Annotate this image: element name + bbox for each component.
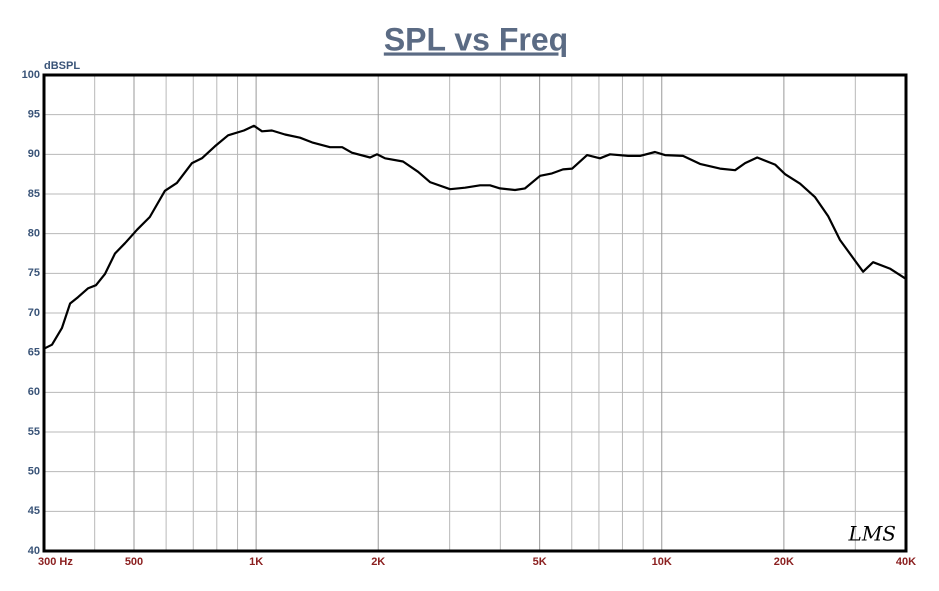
x-tick-label: 20K [774,556,794,568]
y-axis-label: dBSPL [44,60,80,72]
x-tick-label: 5K [533,556,547,568]
y-tick-label: 90 [28,148,40,160]
y-tick-label: 55 [28,426,40,438]
x-tick-label: 500 [125,556,143,568]
y-tick-label: 50 [28,466,40,478]
y-tick-label: 40 [28,545,40,557]
x-tick-label: 2K [371,556,385,568]
y-tick-label: 60 [28,386,40,398]
y-tick-label: 80 [28,228,40,240]
plot-frame [42,73,908,553]
y-tick-label: 95 [28,109,40,121]
x-tick-label: 10K [652,556,672,568]
y-tick-label: 100 [22,69,40,81]
logo: LMS [848,522,896,546]
x-tick-label: 1K [249,556,263,568]
y-tick-label: 75 [28,267,40,279]
chart-title: SPL vs Freq [384,21,568,57]
y-tick-label: 85 [28,188,40,200]
x-tick-label: 40K [896,556,916,568]
y-tick-label: 45 [28,505,40,517]
y-tick-label: 65 [28,347,40,359]
data-line [43,124,907,350]
x-tick-label: 300 Hz [38,556,73,568]
y-tick-label: 70 [28,307,40,319]
